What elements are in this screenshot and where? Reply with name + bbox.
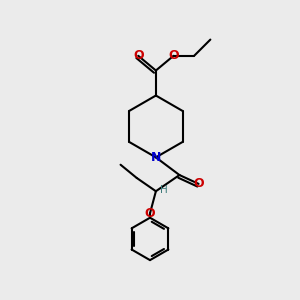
Text: O: O bbox=[145, 207, 155, 220]
Text: N: N bbox=[151, 151, 161, 164]
Text: O: O bbox=[193, 177, 204, 190]
Text: H: H bbox=[160, 185, 168, 195]
Text: O: O bbox=[133, 49, 143, 62]
Text: O: O bbox=[168, 49, 179, 62]
